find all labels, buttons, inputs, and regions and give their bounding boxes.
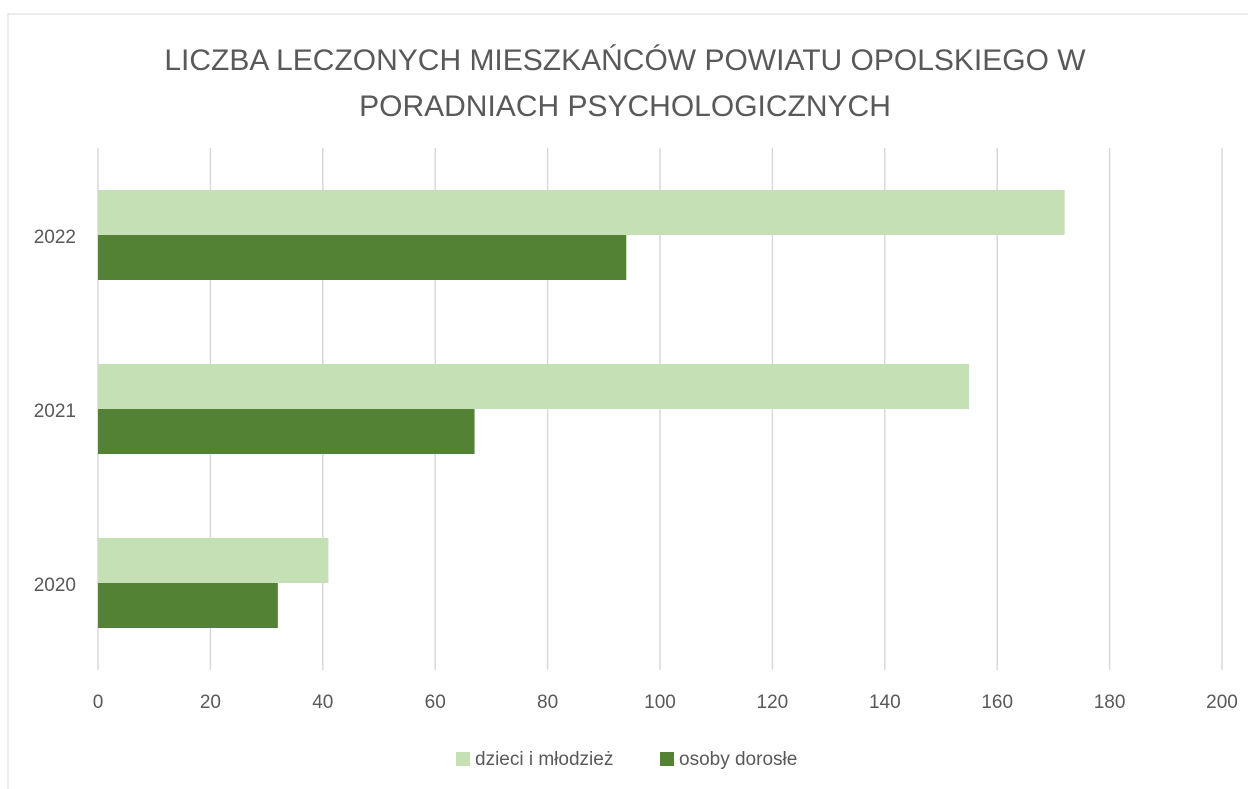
legend-swatch — [660, 752, 674, 766]
legend-label: dzieci i młodzież — [475, 749, 613, 770]
y-tick-label: 2021 — [34, 401, 76, 422]
x-tick-label: 80 — [537, 692, 558, 713]
bar — [98, 409, 475, 454]
x-tick-label: 0 — [93, 692, 104, 713]
chart-title: LICZBA LECZONYCH MIESZKAŃCÓW POWIATU OPO… — [164, 44, 1086, 123]
bar — [98, 235, 627, 280]
bar — [98, 538, 329, 583]
bar — [98, 364, 970, 409]
x-tick-label: 200 — [1206, 692, 1238, 713]
chart-border — [7, 13, 1248, 789]
x-tick-label: 60 — [425, 692, 446, 713]
legend-swatch — [456, 752, 470, 766]
x-tick-label: 100 — [644, 692, 676, 713]
bar — [98, 190, 1065, 235]
x-tick-label: 180 — [1094, 692, 1126, 713]
legend-label: osoby dorosłe — [679, 749, 797, 770]
y-tick-label: 2022 — [34, 227, 76, 248]
x-tick-label: 40 — [312, 692, 333, 713]
bar — [98, 583, 278, 628]
x-tick-label: 140 — [869, 692, 901, 713]
x-tick-label: 20 — [200, 692, 221, 713]
y-tick-label: 2020 — [34, 575, 76, 596]
x-tick-label: 160 — [981, 692, 1013, 713]
x-tick-label: 120 — [757, 692, 789, 713]
